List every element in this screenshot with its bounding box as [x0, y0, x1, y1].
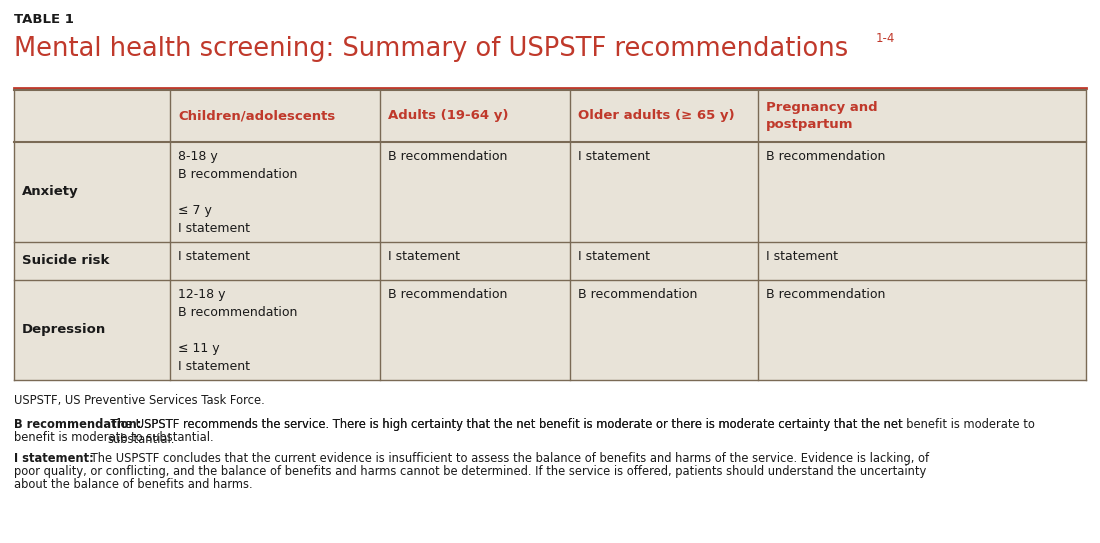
Text: Adults (19-64 y): Adults (19-64 y)	[388, 110, 508, 123]
Bar	[14, 90, 1086, 380]
Text: B recommendation: B recommendation	[766, 288, 886, 301]
Text: Children/adolescents: Children/adolescents	[178, 110, 336, 123]
Text: 1-4: 1-4	[876, 32, 895, 45]
Text: Mental health screening: Summary of USPSTF recommendations: Mental health screening: Summary of USPS…	[14, 36, 848, 62]
Text: I statement: I statement	[388, 250, 460, 263]
Text: The USPSTF concludes that the current evidence is insufficient to assess the bal: The USPSTF concludes that the current ev…	[87, 452, 930, 465]
Text: I statement: I statement	[578, 150, 650, 163]
Text: about the balance of benefits and harms.: about the balance of benefits and harms.	[14, 478, 253, 491]
Text: poor quality, or conflicting, and the balance of benefits and harms cannot be de: poor quality, or conflicting, and the ba…	[14, 465, 926, 478]
Text: Anxiety: Anxiety	[22, 186, 78, 199]
Text: 8-18 y
B recommendation

≤ 7 y
I statement: 8-18 y B recommendation ≤ 7 y I statemen…	[178, 150, 297, 235]
Text: Suicide risk: Suicide risk	[22, 255, 109, 268]
Text: benefit is moderate to substantial.: benefit is moderate to substantial.	[14, 431, 213, 444]
Text: B recommendation: B recommendation	[578, 288, 697, 301]
Text: Depression: Depression	[22, 324, 107, 337]
Text: B recommendation:: B recommendation:	[14, 418, 142, 431]
Text: Older adults (≥ 65 y): Older adults (≥ 65 y)	[578, 110, 735, 123]
Text: I statement: I statement	[766, 250, 838, 263]
Text: 12-18 y
B recommendation

≤ 11 y
I statement: 12-18 y B recommendation ≤ 11 y I statem…	[178, 288, 297, 373]
Text: I statement: I statement	[178, 250, 250, 263]
Text: B recommendation: B recommendation	[388, 288, 507, 301]
Text: TABLE 1: TABLE 1	[14, 13, 74, 26]
Text: I statement:: I statement:	[14, 452, 94, 465]
Text: USPSTF, US Preventive Services Task Force.: USPSTF, US Preventive Services Task Forc…	[14, 394, 265, 407]
Text: B recommendation: B recommendation	[766, 150, 886, 163]
Text: The USPSTF recommends the service. There is high certainty that the net benefit : The USPSTF recommends the service. There…	[107, 418, 1035, 446]
Text: B recommendation: B recommendation	[388, 150, 507, 163]
Text: The USPSTF recommends the service. There is high certainty that the net benefit : The USPSTF recommends the service. There…	[107, 418, 903, 431]
Text: Pregnancy and
postpartum: Pregnancy and postpartum	[766, 101, 878, 131]
Text: I statement: I statement	[578, 250, 650, 263]
